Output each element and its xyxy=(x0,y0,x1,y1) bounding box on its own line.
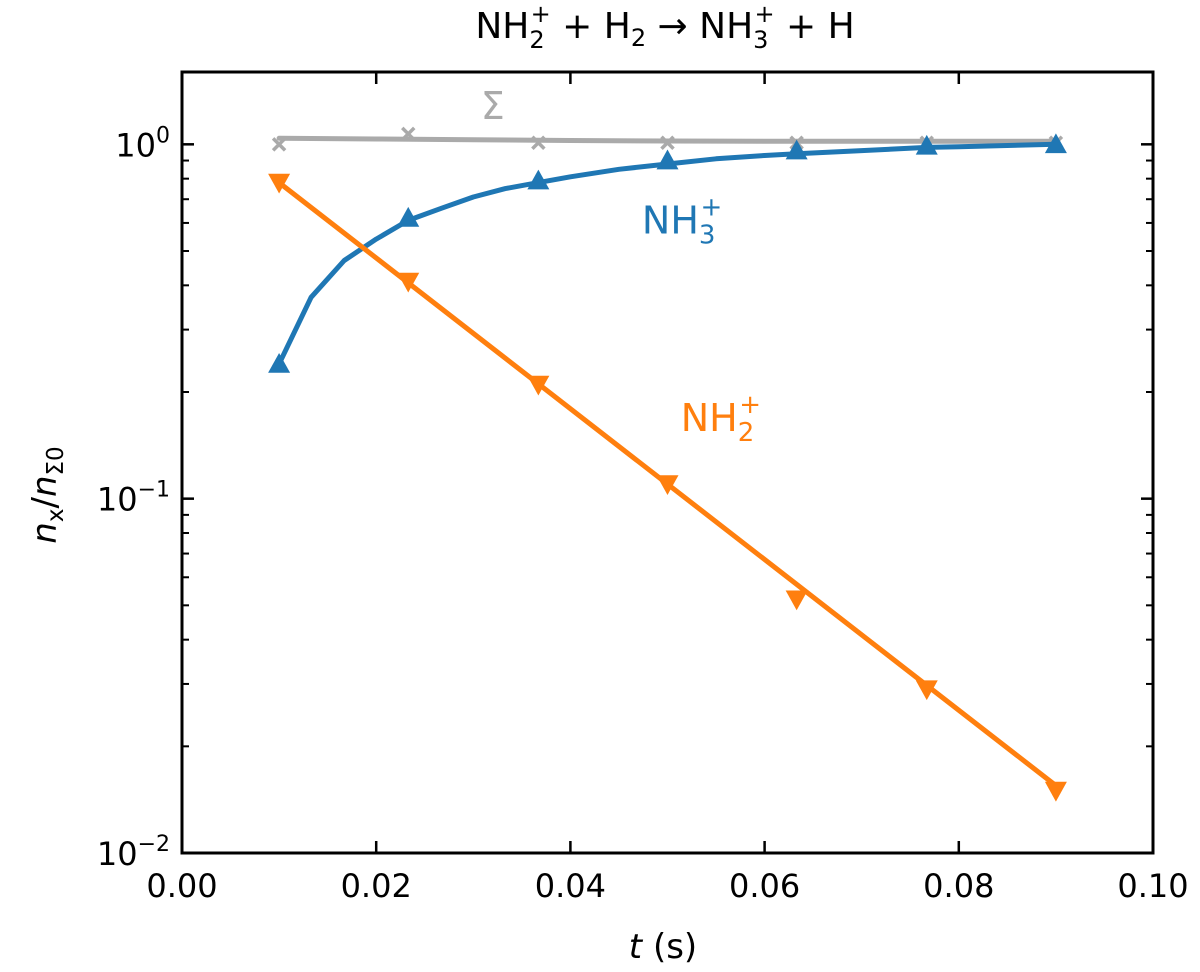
series-nh2 xyxy=(268,173,1067,802)
title-sup: + xyxy=(531,0,551,28)
title-sub: 2 xyxy=(529,26,544,54)
data-point xyxy=(660,135,675,151)
ylabel-sub: x xyxy=(43,509,69,523)
data-point xyxy=(271,137,287,152)
title-part: → NH xyxy=(646,6,753,47)
axes-frame xyxy=(180,70,1155,855)
data-point xyxy=(531,135,546,151)
series-labels: Σ NH3+ NH2+ xyxy=(481,84,761,448)
ylabel-var2: n xyxy=(25,475,65,497)
data-point xyxy=(401,126,416,142)
x-tick-label: 0.06 xyxy=(729,867,800,905)
data-point xyxy=(527,169,550,190)
title-part: + H xyxy=(775,6,855,47)
ylabel-slash: / xyxy=(25,497,65,509)
title-sub: 3 xyxy=(753,26,768,54)
data-point xyxy=(1044,133,1067,154)
data-point xyxy=(268,173,291,194)
xlabel-unit: (s) xyxy=(642,927,697,967)
x-tick-label: 0.02 xyxy=(341,867,412,905)
data-point xyxy=(785,139,808,160)
data-point xyxy=(915,134,938,155)
x-tick-label: 0.00 xyxy=(146,867,217,905)
title-sub: 2 xyxy=(631,24,646,52)
y-tick-label: 10−2 xyxy=(97,832,170,873)
xlabel-var: t xyxy=(629,927,644,967)
series-label-nh3: NH3+ xyxy=(642,193,722,251)
data-point xyxy=(915,680,938,701)
y-axis-label: nx/nΣ0 xyxy=(25,446,69,543)
data-point xyxy=(527,375,550,396)
axis-ticks: 0.00 0.02 0.04 0.06 0.08 0.10 100 10−1 10−2 xyxy=(97,72,1189,905)
title-part: + H xyxy=(551,6,631,47)
series-line xyxy=(276,141,1059,367)
data-point xyxy=(656,149,679,170)
x-tick-label: 0.04 xyxy=(535,867,606,905)
x-tick-label: 0.10 xyxy=(1117,867,1188,905)
data-point xyxy=(397,206,420,227)
data-point xyxy=(268,352,291,373)
x-axis-label: t (s) xyxy=(629,927,697,967)
series-nh3 xyxy=(268,133,1067,373)
title-sup: + xyxy=(754,0,774,28)
plot-area xyxy=(268,126,1067,802)
x-tick-label: 0.08 xyxy=(923,867,994,905)
y-tick-label: 10−1 xyxy=(97,478,170,519)
y-tick-label: 100 xyxy=(115,123,170,164)
title-part: NH xyxy=(475,6,529,47)
data-point xyxy=(785,590,808,611)
series-label-sum: Σ xyxy=(481,84,505,128)
series-label-nh2: NH2+ xyxy=(681,390,761,448)
data-point xyxy=(656,475,679,495)
chart-title: NH2+ + H2 → NH3+ + H xyxy=(475,0,854,54)
data-point xyxy=(1044,781,1067,802)
ylabel-sub2: Σ0 xyxy=(43,446,69,475)
ylabel-var: n xyxy=(25,522,65,544)
data-point xyxy=(397,272,420,293)
